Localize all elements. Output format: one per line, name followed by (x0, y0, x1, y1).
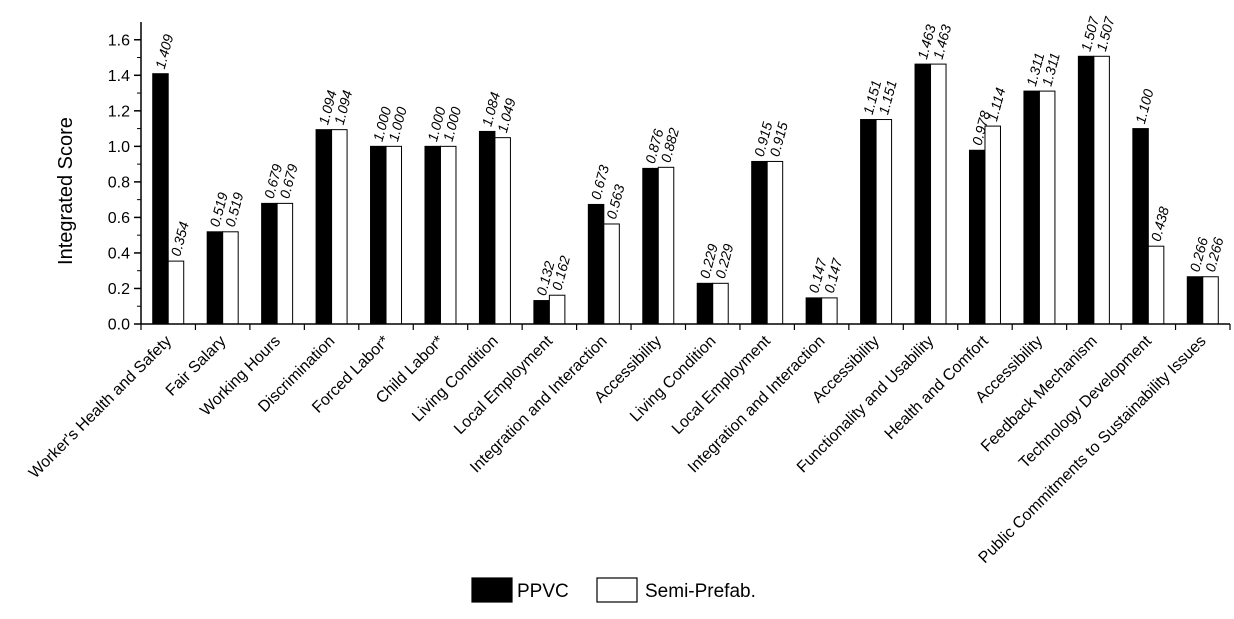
bar-ppvc (642, 167, 659, 325)
y-axis-title: Integrated Score (55, 117, 77, 265)
bar-semi-prefab (1038, 90, 1056, 325)
bar-ppvc (1077, 55, 1095, 325)
legend-label-ppvc: PPVC (517, 581, 569, 602)
bar-ppvc (751, 160, 768, 325)
bar-ppvc (805, 297, 823, 325)
y-tick-label: 1.4 (108, 68, 130, 85)
bar-semi-prefab (821, 297, 838, 325)
axes-layer: 0.0 0.2 0.4 0.6 0.8 1.0 1.2 1.4 1.6 (108, 22, 1231, 334)
bar-semi-prefab (494, 137, 511, 325)
bar-semi-prefab (385, 145, 403, 325)
bar-ppvc (315, 129, 333, 325)
bar-semi-prefab (331, 129, 348, 325)
bar-semi-prefab (439, 145, 457, 325)
bar-ppvc (968, 149, 986, 325)
y-tick-label: 1.6 (108, 32, 130, 49)
bar-semi-prefab (548, 294, 566, 325)
bar-semi-prefab (1093, 55, 1110, 325)
legend: PPVC Semi-Prefab. (471, 577, 756, 603)
bar-ppvc (1132, 128, 1149, 325)
bar-semi-prefab (603, 223, 620, 325)
y-tick-label: 0.0 (108, 317, 130, 334)
bar-semi-prefab (1147, 245, 1165, 325)
y-tick-label: 1.0 (108, 139, 130, 156)
bar-ppvc (696, 282, 714, 325)
bar-semi-prefab (167, 260, 185, 325)
bar-semi-prefab (875, 119, 893, 325)
bar-semi-prefab (276, 202, 294, 325)
bar-ppvc (1186, 276, 1204, 325)
legend-swatch-ppvc (471, 577, 513, 603)
bar-semi-prefab (657, 166, 675, 325)
bar-semi-prefab (984, 125, 1001, 325)
bar-ppvc (424, 145, 441, 325)
y-tick-label: 0.6 (108, 210, 130, 227)
y-tick-label: 1.2 (108, 103, 130, 120)
bar-ppvc (860, 119, 877, 325)
y-tick-label: 0.2 (108, 281, 130, 298)
bar-semi-prefab (930, 63, 947, 325)
y-tick-label: 0.4 (108, 245, 130, 262)
y-tick-label: 0.8 (108, 174, 130, 191)
bar-semi-prefab (1202, 276, 1219, 325)
bar-ppvc (478, 130, 496, 325)
bar-ppvc (206, 231, 224, 325)
legend-label-semi-prefab: Semi-Prefab. (645, 581, 756, 602)
bar-ppvc (370, 145, 387, 325)
bar-semi-prefab (222, 231, 239, 325)
bar-ppvc (261, 202, 278, 325)
bar-ppvc (914, 63, 932, 325)
bar-semi-prefab (766, 160, 784, 325)
bars-layer (152, 55, 1219, 325)
bar-ppvc (587, 203, 605, 325)
legend-swatch-semi-prefab (596, 577, 638, 603)
bar-ppvc (1023, 90, 1040, 325)
bar-ppvc (152, 73, 169, 325)
bar-ppvc (533, 300, 550, 325)
bar-semi-prefab (712, 282, 729, 325)
